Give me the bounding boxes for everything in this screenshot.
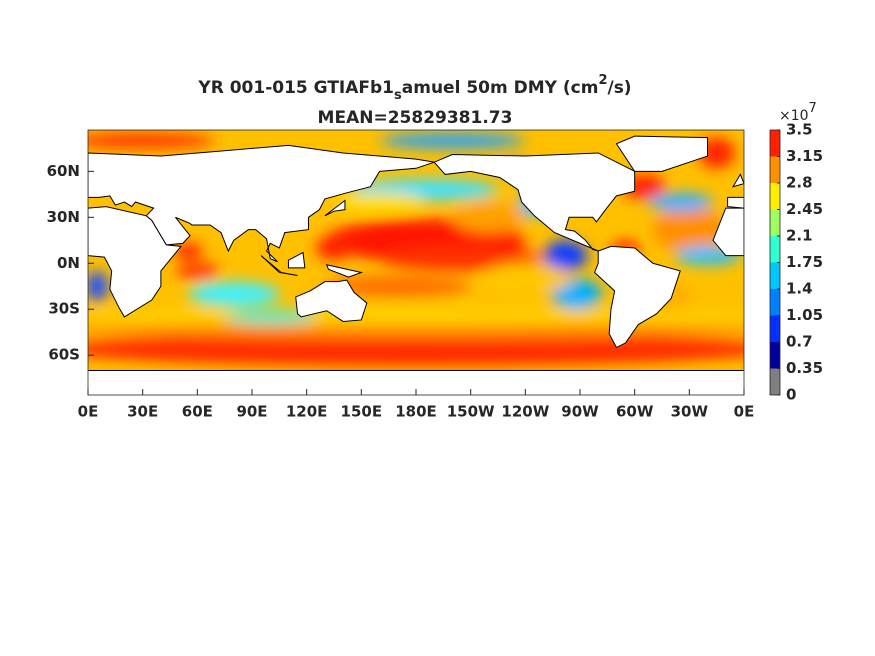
x-tick-label: 150W [447,403,495,421]
ocean-patch [652,206,726,253]
land [433,152,636,252]
ocean-patch [188,281,280,307]
title: YR 001-015 GTIAFb1samuel 50m DMY (cm2/s) [197,73,631,103]
map-field [88,130,744,395]
ocean-patch [334,192,426,212]
x-tick-label: 120W [501,403,549,421]
x-tick-label: 120E [286,403,328,421]
land [324,199,346,217]
colorbar-tick-label: 0.35 [786,359,823,377]
x-tick-label: 150E [341,403,383,421]
colorbar-segment [770,183,780,210]
land [260,255,298,277]
x-tick-label: 0E [734,403,755,421]
colorbar-tick-label: 0.7 [786,333,813,351]
y-tick-label: 30N [47,208,80,226]
y-tick-label: 0N [57,254,80,272]
colorbar-segment [770,130,780,157]
colorbar-tick-label: 1.75 [786,253,823,271]
ocean-patch [88,270,109,302]
y-tick-label: 30S [48,300,80,318]
colorbar-tick-label: 2.1 [786,227,813,245]
colorbar-tick-label: 1.4 [786,280,813,298]
ocean-patch [479,263,571,294]
ocean-patch [88,323,744,339]
title-part: s [394,88,402,103]
ocean-patch [88,133,216,149]
title-part: /s) [607,78,631,98]
x-tick-label: 30W [671,403,709,421]
colorbar-tick-label: 3.5 [786,121,813,139]
x-tick-label: 90E [236,403,267,421]
colorbar-segment [770,209,780,236]
land [727,196,744,209]
title-part: amuel 50m DMY (cm [402,78,599,98]
ocean-patch [224,309,316,325]
ocean-patch [379,246,544,271]
colorbar-segment [770,262,780,289]
land [731,173,744,188]
colorbar-segment [770,315,780,342]
colorbar-segment [770,289,780,316]
colorbar-segment [770,368,780,395]
ocean-patch [175,261,220,281]
land [325,264,364,278]
ocean-shading [88,133,744,366]
x-tick-label: 180E [395,403,437,421]
x-tick-label: 60E [182,403,213,421]
ocean-patch [452,201,526,233]
land [287,251,306,269]
x-tick-label: 30E [127,403,158,421]
colorbar-tick-label: 1.05 [786,306,823,324]
title-part: 2 [598,73,607,88]
x-tick-label: 60W [616,403,654,421]
y-tick-label: 60S [48,346,80,364]
colorbar-tick-label: 0 [786,386,796,404]
subtitle: MEAN=25829381.73 [318,108,513,128]
land [712,207,744,257]
x-tick-label: 90W [561,403,599,421]
land [593,245,681,349]
colorbar-segment [770,236,780,263]
colorbar-tick-label: 2.8 [786,174,813,192]
ocean-patch [324,275,471,297]
colorbar-segment [770,156,780,183]
title-part: YR 001-015 GTIAFb1 [197,78,394,98]
colorbar-segment [770,342,780,369]
ocean-patch [88,332,744,366]
ocean-patch [647,192,714,212]
ocean-patch [543,240,588,271]
y-tick-label: 60N [47,162,80,180]
land [615,135,709,172]
ocean-patch [379,133,526,149]
land [88,144,435,263]
title-part: ×10 [779,108,809,124]
colorbar-tick-label: 2.45 [786,200,823,218]
colorbar-exponent: ×107 [779,101,817,124]
ocean-patch [315,235,353,261]
title-part: 7 [809,101,817,116]
colorbar-tick-label: 3.15 [786,147,823,165]
x-tick-label: 0E [78,403,99,421]
land [295,279,368,322]
